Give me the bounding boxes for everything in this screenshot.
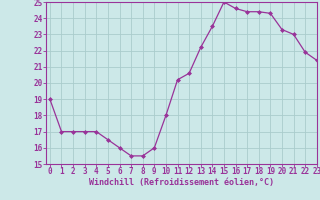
X-axis label: Windchill (Refroidissement éolien,°C): Windchill (Refroidissement éolien,°C) xyxy=(89,178,274,187)
